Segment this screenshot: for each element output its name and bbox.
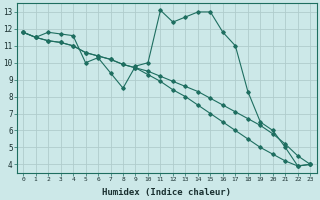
X-axis label: Humidex (Indice chaleur): Humidex (Indice chaleur) bbox=[102, 188, 231, 197]
